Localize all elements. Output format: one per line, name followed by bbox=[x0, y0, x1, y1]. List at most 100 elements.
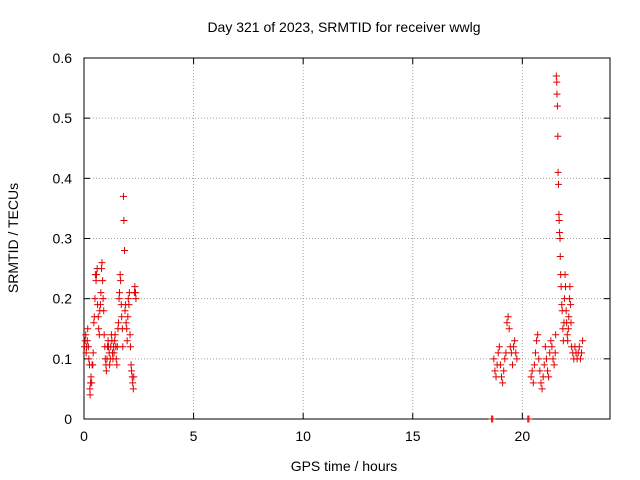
data-point bbox=[94, 313, 102, 321]
data-point bbox=[119, 343, 127, 351]
data-point bbox=[112, 355, 120, 363]
data-point bbox=[503, 319, 511, 327]
data-point bbox=[542, 355, 550, 363]
data-point bbox=[125, 301, 133, 309]
data-point bbox=[578, 349, 586, 357]
data-point bbox=[513, 355, 521, 363]
data-point bbox=[508, 361, 516, 369]
data-point bbox=[540, 361, 548, 369]
data-point bbox=[498, 373, 506, 381]
data-point bbox=[116, 271, 124, 279]
data-point bbox=[116, 289, 124, 297]
data-point bbox=[537, 379, 545, 387]
data-point bbox=[510, 343, 518, 351]
data-point bbox=[549, 355, 557, 363]
data-point bbox=[556, 235, 564, 242]
data-point bbox=[531, 349, 539, 357]
data-point bbox=[567, 301, 575, 309]
data-point bbox=[547, 337, 555, 345]
data-point bbox=[538, 385, 546, 393]
data-point bbox=[553, 90, 561, 98]
data-point bbox=[86, 385, 94, 393]
y-tick-label: 0.1 bbox=[53, 351, 73, 367]
data-point bbox=[83, 337, 91, 345]
data-point bbox=[132, 295, 140, 303]
data-point bbox=[111, 331, 119, 339]
data-point bbox=[129, 379, 137, 387]
data-point bbox=[575, 343, 583, 351]
x-tick-label: 5 bbox=[190, 428, 198, 444]
data-point bbox=[512, 349, 520, 357]
data-point bbox=[495, 343, 503, 351]
data-point bbox=[99, 277, 107, 285]
x-tick-label: 0 bbox=[80, 428, 88, 444]
data-point bbox=[500, 367, 508, 375]
y-axis-label: SRMTID / TECUs bbox=[5, 183, 21, 293]
data-point bbox=[113, 361, 121, 369]
data-point bbox=[494, 349, 502, 357]
data-point bbox=[121, 247, 129, 255]
data-point bbox=[565, 295, 573, 303]
data-point bbox=[555, 216, 563, 224]
data-point bbox=[555, 210, 563, 218]
data-point bbox=[110, 349, 118, 357]
data-point bbox=[122, 319, 130, 327]
data-point bbox=[102, 367, 110, 375]
data-point bbox=[544, 367, 552, 375]
data-point bbox=[545, 373, 553, 381]
data-point bbox=[489, 415, 497, 423]
data-point bbox=[96, 301, 104, 309]
y-tick-label: 0.6 bbox=[53, 50, 73, 66]
data-point bbox=[106, 361, 114, 369]
data-point bbox=[496, 361, 504, 369]
data-point bbox=[499, 379, 507, 387]
data-point bbox=[525, 415, 533, 423]
data-point bbox=[554, 180, 562, 188]
data-point bbox=[84, 343, 92, 351]
data-point bbox=[95, 325, 103, 333]
data-point bbox=[100, 307, 108, 315]
grid bbox=[84, 58, 610, 419]
data-point bbox=[564, 325, 572, 333]
data-point bbox=[567, 319, 575, 327]
data-point bbox=[579, 337, 587, 345]
data-point bbox=[550, 361, 558, 369]
data-point bbox=[551, 349, 559, 357]
chart-title: Day 321 of 2023, SRMTID for receiver wwl… bbox=[207, 19, 480, 35]
data-point bbox=[82, 331, 90, 339]
data-point bbox=[98, 265, 106, 273]
data-point bbox=[132, 289, 140, 297]
data-point bbox=[130, 373, 138, 381]
data-point bbox=[131, 283, 139, 291]
data-point bbox=[501, 355, 509, 363]
data-point bbox=[552, 331, 560, 339]
data-point bbox=[528, 367, 536, 375]
data-point bbox=[91, 295, 99, 303]
data-point bbox=[119, 192, 127, 200]
data-point bbox=[123, 337, 131, 345]
data-point bbox=[535, 355, 543, 363]
data-point bbox=[530, 361, 538, 369]
x-tick-label: 20 bbox=[515, 428, 531, 444]
data-point bbox=[124, 295, 132, 303]
data-point bbox=[553, 78, 561, 86]
data-point bbox=[98, 259, 106, 267]
data-point bbox=[118, 313, 126, 321]
data-point bbox=[84, 325, 92, 333]
data-point bbox=[128, 367, 136, 375]
data-point bbox=[121, 307, 129, 315]
x-tick-label: 15 bbox=[405, 428, 421, 444]
data-point bbox=[564, 337, 572, 345]
data-point bbox=[563, 331, 571, 339]
data-point bbox=[90, 319, 98, 327]
data-point bbox=[552, 72, 560, 80]
data-point bbox=[566, 283, 574, 291]
data-point bbox=[89, 349, 97, 357]
data-point bbox=[562, 307, 570, 315]
data-point bbox=[124, 313, 132, 321]
data-point bbox=[536, 367, 544, 375]
data-point bbox=[92, 271, 100, 279]
data-point bbox=[129, 385, 137, 393]
data-point bbox=[100, 331, 108, 339]
